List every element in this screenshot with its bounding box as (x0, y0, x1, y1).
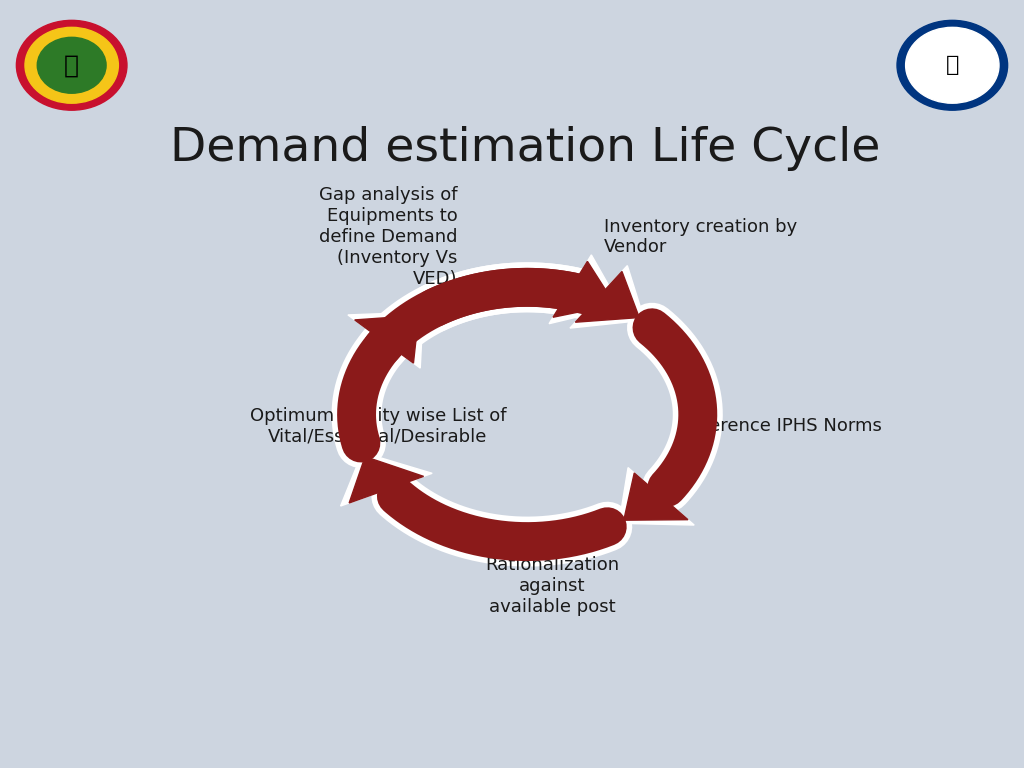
Text: Reference IPHS Norms: Reference IPHS Norms (680, 417, 882, 435)
Text: 🏥: 🏥 (945, 55, 959, 75)
Polygon shape (553, 261, 615, 317)
Polygon shape (341, 452, 432, 506)
Polygon shape (570, 266, 644, 328)
Text: 🏛: 🏛 (65, 53, 79, 78)
Circle shape (25, 28, 119, 103)
Circle shape (905, 28, 999, 103)
Polygon shape (575, 271, 639, 323)
Text: Demand estimation Life Cycle: Demand estimation Life Cycle (170, 126, 880, 170)
Text: Inventory creation by
Vendor: Inventory creation by Vendor (604, 217, 798, 257)
Polygon shape (349, 457, 424, 503)
Polygon shape (624, 473, 688, 520)
Circle shape (897, 20, 1008, 110)
Polygon shape (348, 312, 423, 368)
Text: Rationalization
against
available post: Rationalization against available post (485, 556, 620, 616)
Polygon shape (549, 255, 621, 323)
Polygon shape (354, 316, 419, 363)
Text: Gap analysis of
Equipments to
define Demand
(Inventory Vs
VED): Gap analysis of Equipments to define Dem… (318, 187, 458, 288)
Polygon shape (618, 468, 694, 525)
Circle shape (37, 38, 106, 93)
Text: Optimum facility wise List of
Vital/Essential/Desirable: Optimum facility wise List of Vital/Esse… (250, 407, 506, 445)
Circle shape (16, 20, 127, 110)
